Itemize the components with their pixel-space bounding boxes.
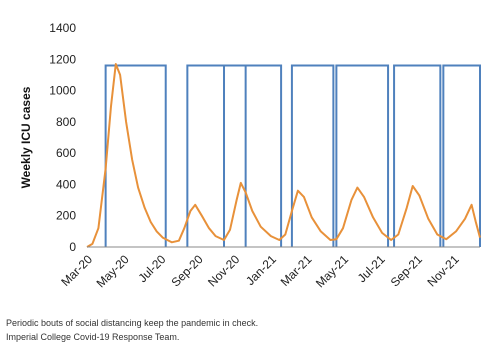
- x-tick-label: Nov-21: [424, 252, 461, 289]
- series-layer: [86, 63, 481, 248]
- y-tick-label: 800: [56, 115, 76, 129]
- y-tick-label: 200: [56, 209, 76, 223]
- caption-line-1: Periodic bouts of social distancing keep…: [6, 318, 259, 328]
- x-tick-label: Sep-21: [388, 252, 425, 289]
- y-tick-label: 0: [69, 240, 76, 254]
- distancing-period-step: [186, 64, 247, 247]
- y-tick-label: 1400: [49, 21, 76, 35]
- distancing-period-step: [393, 64, 442, 247]
- x-tick-label: Jul-20: [135, 252, 168, 285]
- caption-line-2: Imperial College Covid-19 Response Team.: [6, 332, 180, 342]
- x-tick-label: Nov-20: [205, 252, 242, 289]
- x-tick-label: Mar-20: [58, 252, 95, 289]
- x-tick-label: Mar-21: [278, 252, 315, 289]
- x-tick-label: May-21: [313, 252, 351, 290]
- y-tick-label: 400: [56, 177, 76, 191]
- distancing-period-step: [223, 64, 283, 247]
- distancing-period-step: [335, 64, 390, 247]
- x-tick-label: Jul-21: [355, 252, 388, 285]
- x-tick-label: Jan-21: [243, 252, 279, 288]
- distancing-period-step: [442, 64, 481, 247]
- x-tick-label: Sep-20: [168, 252, 205, 289]
- y-axis-ticks: 0 200 400 600 800 1000 1200 1400: [49, 21, 76, 254]
- x-tick-label: May-20: [94, 252, 132, 290]
- y-tick-label: 1200: [49, 52, 76, 66]
- distancing-period-step: [104, 64, 167, 247]
- icu-cases-line: [86, 63, 481, 248]
- y-tick-label: 600: [56, 146, 76, 160]
- distancing-period-step: [290, 64, 335, 247]
- y-axis-label: Weekly ICU cases: [19, 86, 33, 188]
- y-tick-label: 1000: [49, 84, 76, 98]
